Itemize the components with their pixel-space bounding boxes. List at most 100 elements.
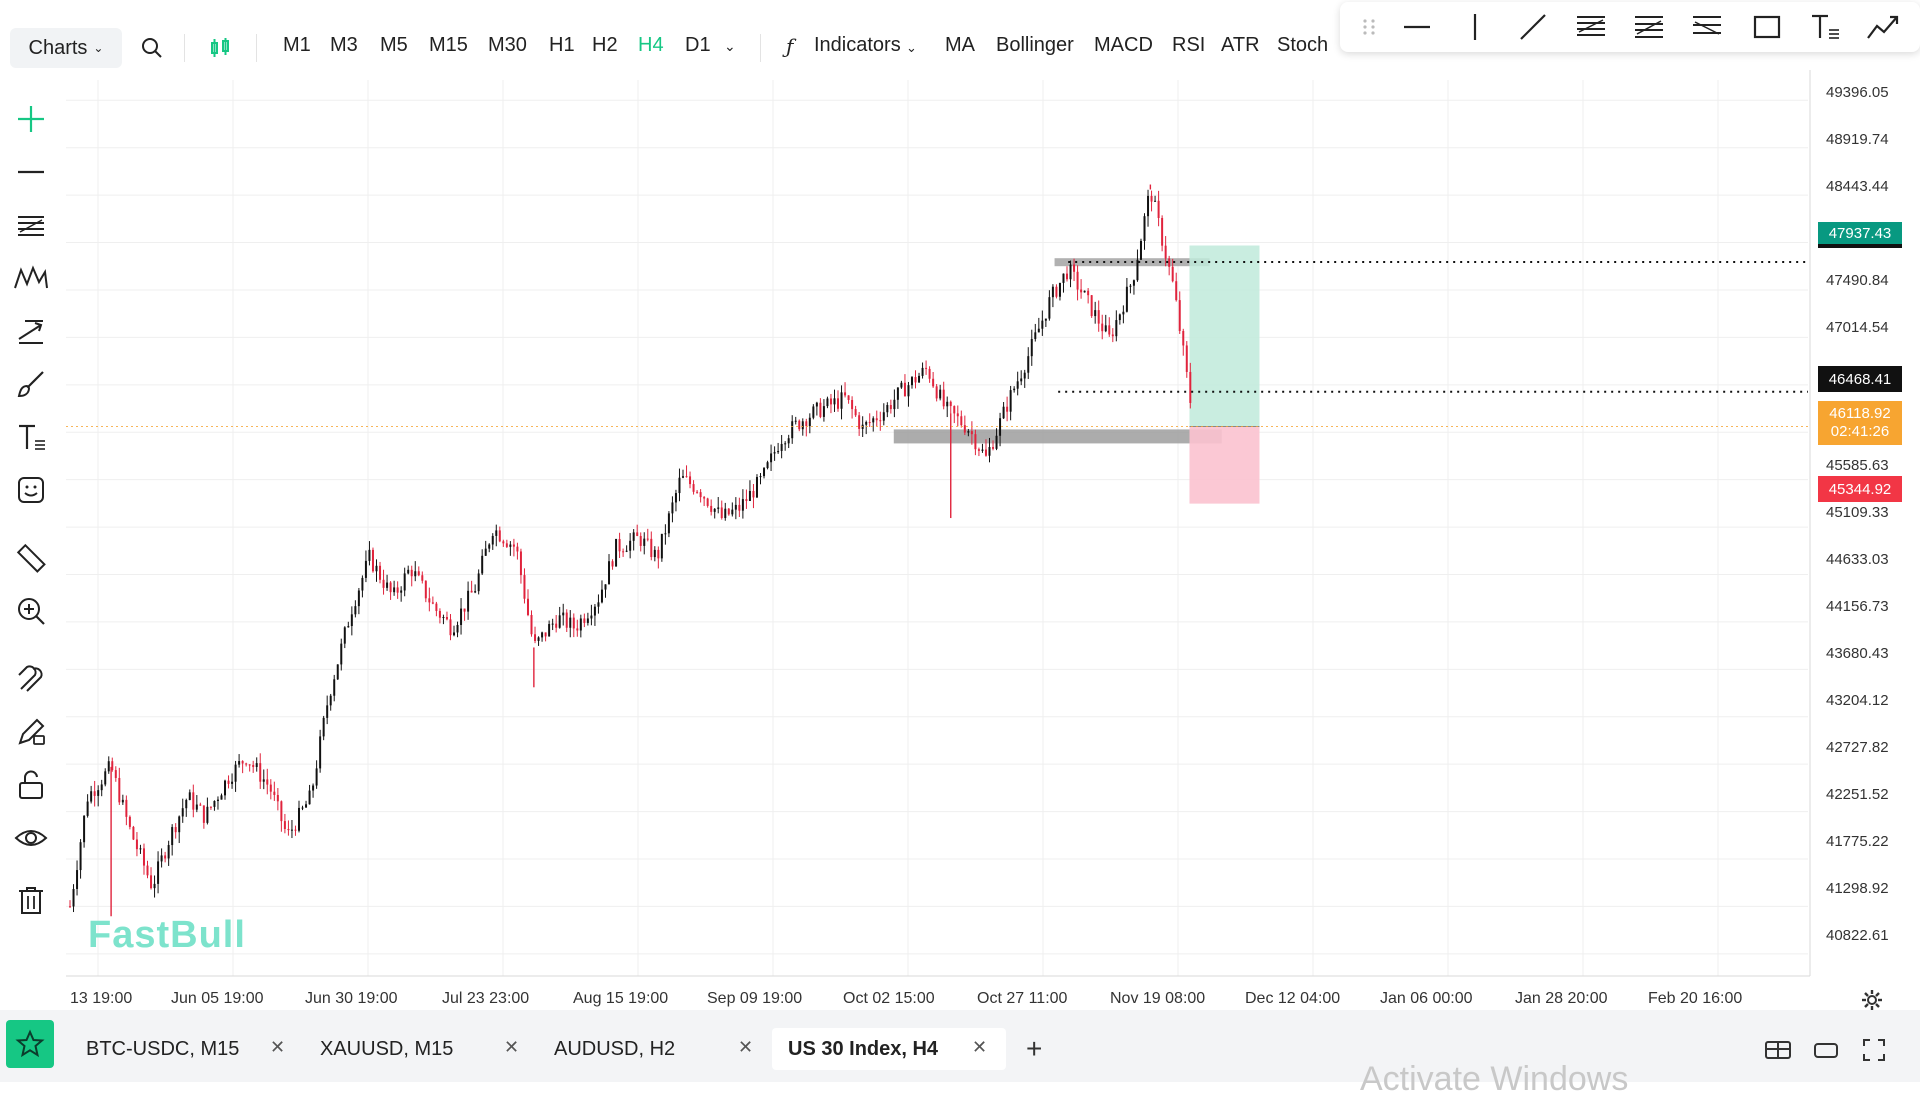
indicator-macd[interactable]: MACD — [1094, 34, 1153, 56]
candle-body — [227, 780, 230, 784]
drag-handle-icon[interactable] — [1352, 11, 1386, 43]
favorites-star-icon[interactable] — [6, 1020, 54, 1068]
horizontal-line-icon[interactable] — [12, 153, 50, 191]
timeframe-h4[interactable]: H4 — [638, 34, 664, 56]
indicators-chevron-icon[interactable]: ⌄ — [906, 40, 917, 55]
timeframe-d1[interactable]: D1 — [685, 34, 711, 56]
more-timeframes-chevron-icon[interactable]: ⌄ — [724, 38, 736, 54]
candle-body — [999, 418, 1002, 436]
candle-body — [703, 497, 706, 499]
candle-body — [667, 513, 670, 534]
trend-line-icon[interactable] — [1516, 11, 1550, 43]
candle-body — [858, 415, 861, 429]
trash-icon[interactable] — [12, 881, 50, 919]
price-axis-label: 42727.82 — [1826, 739, 1889, 756]
window-icon[interactable] — [1810, 1034, 1842, 1066]
candle-body — [297, 807, 300, 831]
text-icon[interactable] — [12, 418, 50, 456]
parallel-channel-icon[interactable] — [1574, 11, 1608, 43]
chart-settings-gear-icon[interactable] — [1856, 984, 1888, 1016]
fullscreen-icon[interactable] — [1858, 1034, 1890, 1066]
candle-body — [681, 476, 684, 478]
pattern-icon[interactable] — [12, 259, 50, 297]
layout-icon[interactable] — [1762, 1034, 1794, 1066]
candle-body — [526, 598, 529, 615]
pitchfork-icon[interactable] — [1690, 11, 1724, 43]
candle-body — [498, 530, 501, 542]
indicator-bollinger[interactable]: Bollinger — [996, 34, 1074, 56]
candle-body — [185, 800, 188, 809]
timeframe-m5[interactable]: M5 — [380, 34, 408, 56]
candle-body — [773, 452, 776, 454]
candle-body — [1041, 320, 1044, 329]
emoji-icon[interactable] — [12, 471, 50, 509]
candle-body — [435, 603, 438, 611]
horizontal-line-icon[interactable] — [1400, 11, 1434, 43]
candlestick-type-icon[interactable] — [204, 32, 236, 64]
candle-body — [770, 453, 773, 463]
magnet-icon[interactable] — [12, 660, 50, 698]
timeframe-h2[interactable]: H2 — [592, 34, 618, 56]
fib-icon[interactable] — [1632, 11, 1666, 43]
unlock-icon[interactable] — [12, 766, 50, 804]
stop-loss-tag: 45344.92 — [1818, 476, 1902, 502]
candle-body — [502, 541, 505, 544]
indicator-rsi[interactable]: RSI — [1172, 34, 1206, 56]
candle-body — [396, 587, 399, 593]
candle-body — [467, 590, 470, 612]
candle-body — [340, 643, 343, 665]
crosshair-icon[interactable] — [12, 100, 50, 138]
charts-menu-button[interactable]: Charts ⌄ — [10, 28, 122, 68]
timeframe-m15[interactable]: M15 — [429, 34, 468, 56]
candle-body — [801, 421, 804, 430]
current-price-tag: 46118.92 02:41:26 — [1818, 401, 1902, 445]
candle-body — [290, 829, 293, 831]
brush-icon[interactable] — [12, 365, 50, 403]
candle-body — [995, 435, 998, 449]
text-icon[interactable] — [1808, 11, 1842, 43]
candle-body — [463, 608, 466, 612]
indicator-stoch[interactable]: Stoch — [1277, 34, 1329, 56]
price-axis-label: 44633.03 — [1826, 551, 1889, 568]
ruler-icon[interactable] — [12, 539, 50, 577]
candle-body — [262, 779, 265, 782]
eye-icon[interactable] — [12, 819, 50, 857]
indicators-button[interactable]: Indicators — [814, 34, 901, 56]
path-icon[interactable] — [1866, 11, 1900, 43]
candle-body — [777, 450, 780, 453]
candle-body — [650, 538, 653, 558]
tab-us30-index[interactable]: US 30 Index, H4 — [772, 1028, 1006, 1070]
fib-icon[interactable] — [12, 312, 50, 350]
timeframe-m1[interactable]: M1 — [283, 34, 311, 56]
rectangle-icon[interactable] — [1750, 11, 1784, 43]
tab-audusd[interactable]: AUDUSD, H2 — [538, 1028, 758, 1070]
vertical-line-icon[interactable] — [1458, 11, 1492, 43]
close-tab-icon[interactable]: ✕ — [504, 1037, 520, 1057]
timeframe-m30[interactable]: M30 — [488, 34, 527, 56]
zoom-in-icon[interactable] — [12, 592, 50, 630]
fastbull-watermark: FastBull — [88, 914, 246, 956]
chart-overlays — [66, 260, 1808, 428]
search-icon[interactable] — [136, 32, 168, 64]
indicator-atr[interactable]: ATR — [1221, 34, 1260, 56]
candle-body — [632, 532, 635, 541]
close-tab-icon[interactable]: ✕ — [738, 1037, 754, 1057]
channel-icon[interactable] — [12, 206, 50, 244]
candle-body — [333, 679, 336, 696]
candle-body — [657, 549, 660, 559]
timeframe-h1[interactable]: H1 — [549, 34, 575, 56]
price-chart[interactable] — [0, 0, 1920, 1010]
indicator-ma[interactable]: MA — [945, 34, 975, 56]
timeframe-m3[interactable]: M3 — [330, 34, 358, 56]
tab-btc-usdc[interactable]: BTC-USDC, M15 — [70, 1028, 290, 1070]
tab-xauusd[interactable]: XAUUSD, M15 — [304, 1028, 524, 1070]
candle-body — [160, 855, 163, 862]
add-tab-button[interactable]: + — [1026, 1033, 1043, 1064]
close-tab-icon[interactable]: ✕ — [270, 1037, 286, 1057]
candle-body — [364, 560, 367, 578]
candle-body — [382, 579, 385, 588]
candle-body — [1030, 339, 1033, 357]
close-tab-icon[interactable]: ✕ — [972, 1037, 988, 1057]
candle-body — [69, 906, 71, 908]
lock-drawing-icon[interactable] — [12, 713, 50, 751]
